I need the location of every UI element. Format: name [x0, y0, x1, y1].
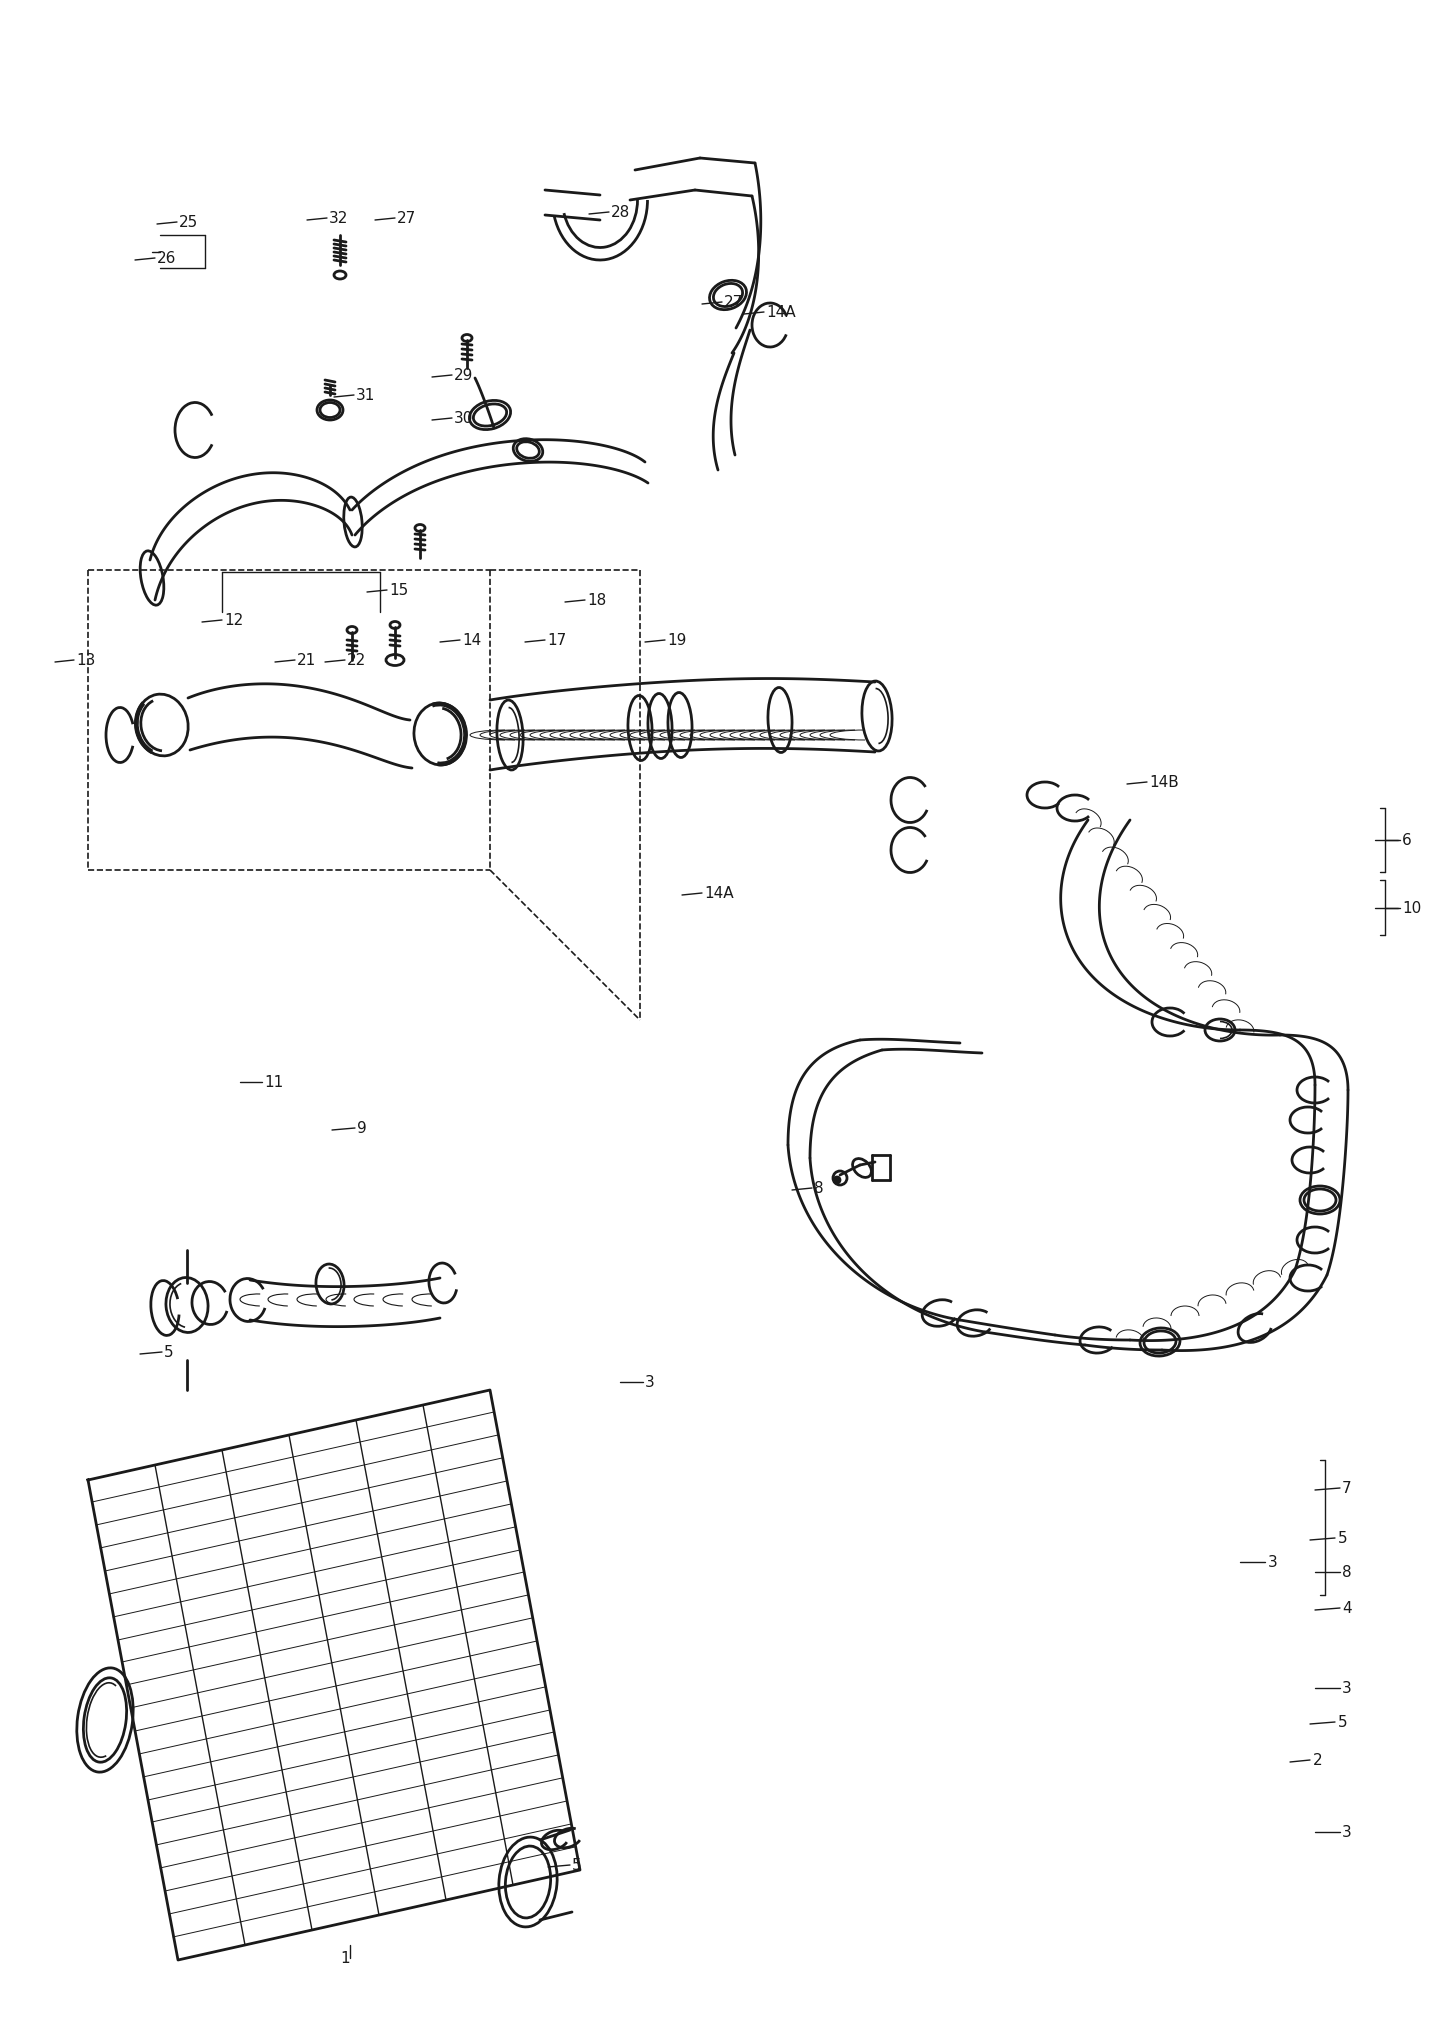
Text: 22: 22 — [347, 652, 366, 668]
Text: 8: 8 — [1342, 1564, 1351, 1580]
Text: 29: 29 — [454, 368, 474, 382]
Text: 2: 2 — [1314, 1752, 1322, 1768]
Text: 17: 17 — [548, 632, 566, 648]
Text: 14A: 14A — [704, 885, 734, 901]
Text: 8: 8 — [814, 1181, 824, 1196]
Text: 18: 18 — [587, 593, 607, 607]
Text: 5: 5 — [1338, 1715, 1348, 1729]
Text: 27: 27 — [397, 211, 416, 225]
Text: 3: 3 — [1342, 1680, 1351, 1697]
Text: 3: 3 — [1342, 1825, 1351, 1840]
Text: 4: 4 — [1342, 1600, 1351, 1615]
Text: 1: 1 — [340, 1950, 350, 1966]
Text: 31: 31 — [355, 388, 376, 403]
Text: 15: 15 — [389, 583, 409, 597]
Text: 26: 26 — [158, 251, 176, 266]
Text: 3: 3 — [644, 1374, 655, 1390]
Text: 5: 5 — [572, 1858, 582, 1872]
Text: 9: 9 — [357, 1120, 367, 1136]
Text: 30: 30 — [454, 411, 474, 425]
Text: 32: 32 — [329, 211, 348, 225]
Text: 6: 6 — [1402, 832, 1412, 848]
Text: 12: 12 — [224, 613, 243, 628]
Text: 11: 11 — [264, 1075, 283, 1089]
Text: 13: 13 — [77, 652, 95, 668]
Text: 5: 5 — [1338, 1531, 1348, 1545]
Text: 5: 5 — [163, 1345, 173, 1359]
Text: 14B: 14B — [1149, 775, 1179, 789]
Text: 14A: 14A — [766, 305, 796, 319]
Text: 19: 19 — [668, 632, 686, 648]
Circle shape — [834, 1177, 840, 1183]
Text: 25: 25 — [179, 215, 198, 229]
Text: 21: 21 — [298, 652, 316, 668]
Text: 3: 3 — [1269, 1555, 1277, 1570]
Text: 28: 28 — [611, 204, 630, 219]
Text: 10: 10 — [1402, 901, 1422, 916]
Text: 27: 27 — [724, 294, 743, 309]
Text: 14: 14 — [462, 632, 481, 648]
Text: 7: 7 — [1342, 1480, 1351, 1496]
